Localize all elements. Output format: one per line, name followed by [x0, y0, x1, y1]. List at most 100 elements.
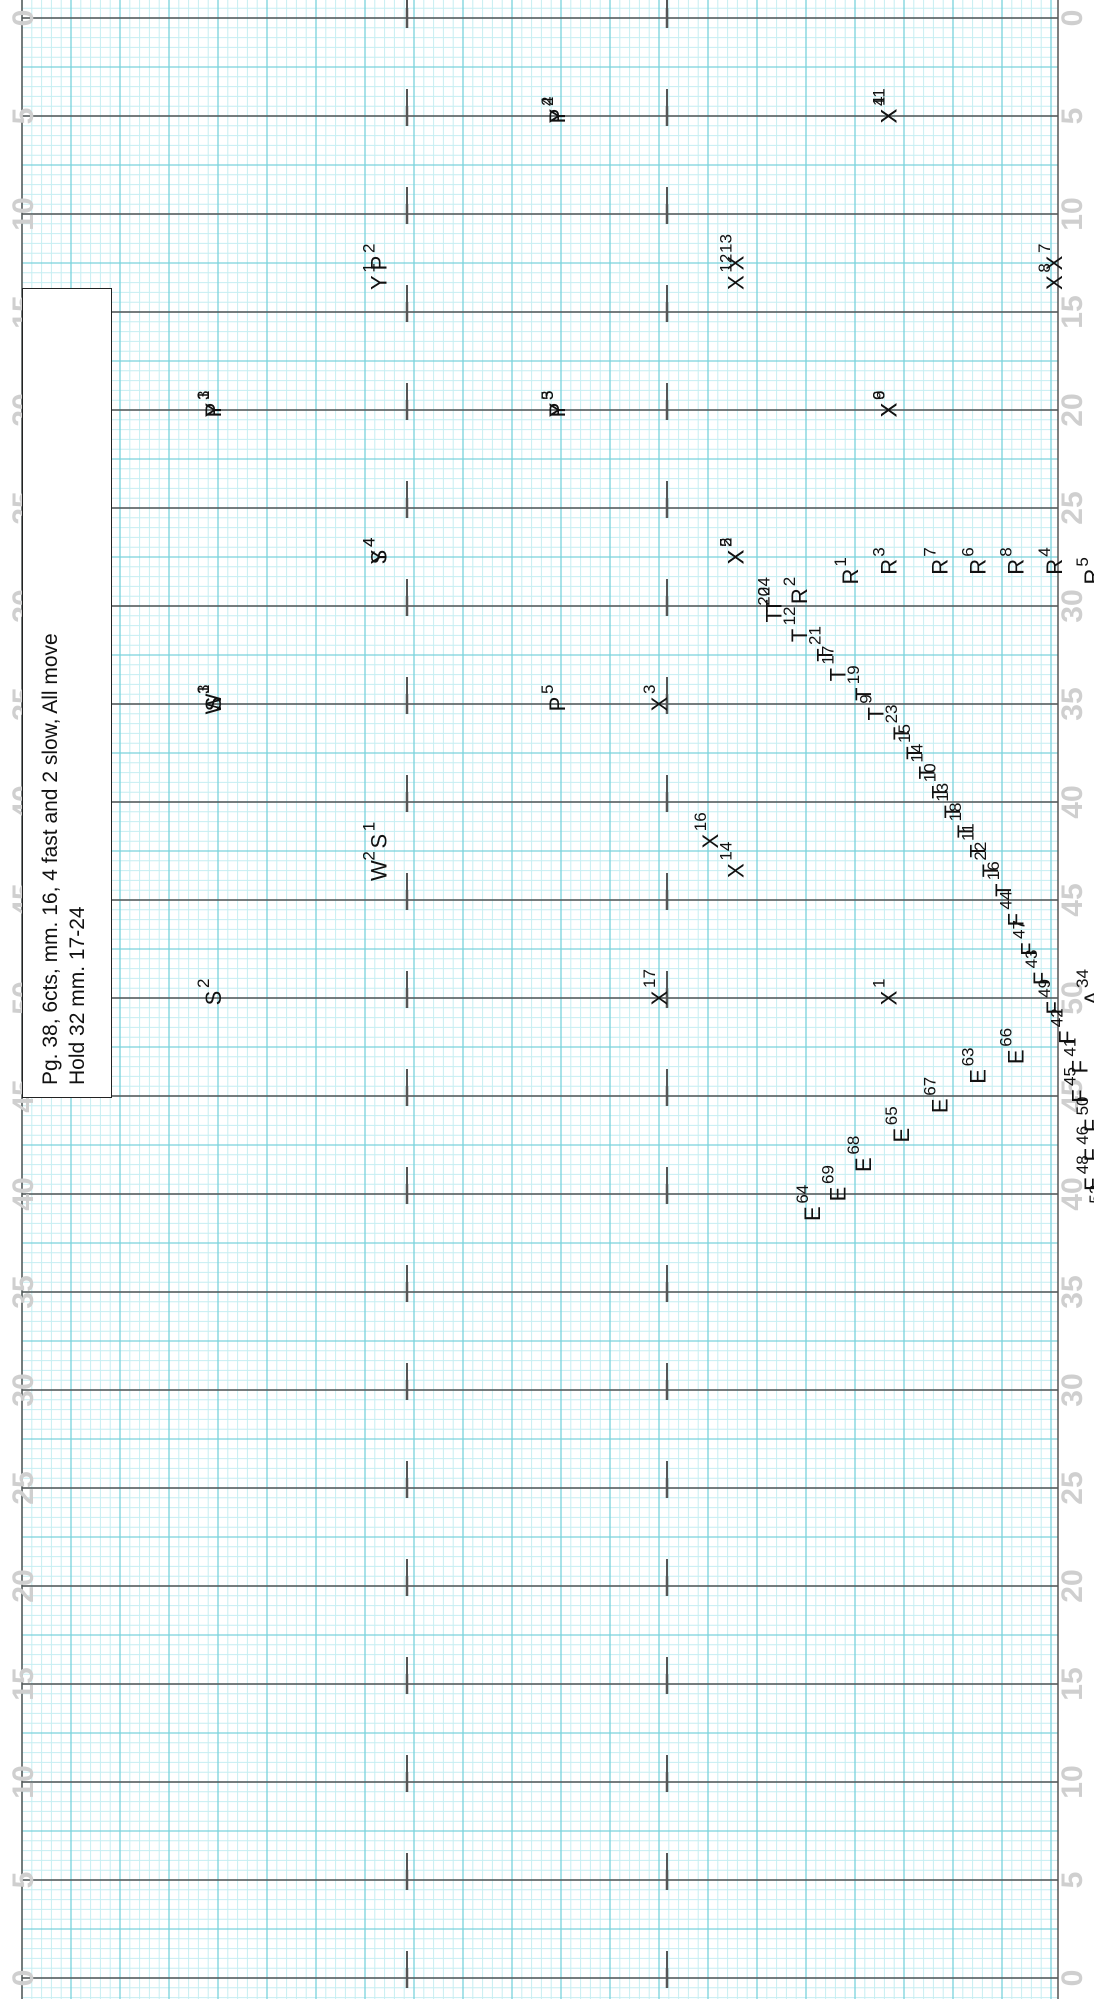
marker-X17: X 17: [640, 969, 672, 1005]
marker-symbol: E: [800, 1206, 825, 1221]
marker-number: 8: [997, 547, 1016, 556]
marker-X13: X 13: [716, 234, 748, 270]
yard-lines: [21, 0, 1059, 1999]
marker-number: 5: [538, 391, 557, 400]
marker-symbol: R: [927, 559, 952, 575]
marker-symbol: F: [1093, 1207, 1094, 1220]
marker-E65: E 65: [882, 1106, 914, 1142]
marker-symbol: T: [813, 648, 838, 661]
marker-symbol: T: [787, 629, 812, 642]
marker-symbol: F: [1055, 1030, 1080, 1043]
marker-X2: X2: [716, 538, 748, 565]
marker-number: 5: [1073, 557, 1092, 566]
marker-symbol: E: [825, 1187, 850, 1202]
marker-symbol: R: [1042, 559, 1067, 575]
marker-P3: P3: [538, 391, 570, 418]
marker-F48: F 48: [1073, 1155, 1094, 1191]
yard-label-right: 50: [1056, 981, 1089, 1014]
marker-A34: A 34: [1073, 969, 1094, 1005]
marker-number: 12: [716, 254, 735, 273]
marker-number: 21: [806, 626, 825, 645]
marker-number: 8: [1035, 263, 1054, 272]
marker-number: 17: [640, 969, 659, 988]
marker-symbol: E: [927, 1098, 952, 1113]
marker-R4: R4: [1035, 547, 1067, 574]
yard-label-left: 10: [7, 197, 40, 230]
caption-box: Pg. 38, 6cts, mm. 16, 4 fast and 2 slow,…: [22, 288, 112, 1098]
marker-number: 17: [818, 646, 837, 665]
hash-marks: [405, 0, 669, 1999]
marker-number: 2: [360, 851, 379, 860]
marker-T13: T 13: [933, 783, 965, 819]
marker-R8: R8: [997, 547, 1029, 574]
marker-symbol: X: [876, 108, 901, 123]
marker-number: 44: [997, 891, 1016, 910]
marker-symbol: X: [723, 549, 748, 564]
marker-symbol: E: [966, 1069, 991, 1084]
marker-symbol: F: [1080, 1119, 1094, 1132]
marker-symbol: X: [723, 549, 748, 564]
marker-symbol: P: [545, 697, 570, 712]
marker-symbol: F: [1029, 972, 1054, 985]
marker-number: 4: [1035, 547, 1054, 556]
marker-number: 5: [716, 538, 735, 547]
marker-W1: W1: [194, 685, 226, 715]
yard-label-right: 45: [1056, 883, 1089, 916]
marker-symbol: E: [1004, 1049, 1029, 1064]
marker-number: 2: [538, 97, 557, 106]
marker-T12: T 12: [780, 606, 812, 642]
marker-symbol: Y: [545, 108, 570, 123]
marker-symbol: W: [367, 860, 392, 881]
caption-line2: Hold 32 mm. 17-24: [66, 906, 89, 1085]
marker-symbol: S: [367, 550, 392, 565]
marker-number: 3: [869, 547, 888, 556]
marker-symbol: E: [851, 1157, 876, 1172]
marker-E69: E 69: [818, 1165, 850, 1201]
marker-R2: R2: [780, 577, 812, 604]
marker-F46: F 46: [1073, 1126, 1094, 1162]
minor-grid: [21, 0, 1058, 1999]
marker-number: 67: [920, 1077, 939, 1096]
marker-number: 65: [882, 1106, 901, 1125]
marker-symbol: S: [201, 697, 226, 712]
yard-label-right: 30: [1056, 1373, 1089, 1406]
marker-number: 1: [831, 557, 850, 566]
marker-F49: F 49: [1035, 979, 1067, 1015]
marker-number: 34: [1073, 969, 1092, 988]
marker-T18: T 18: [946, 802, 978, 838]
yard-label-right: 15: [1056, 295, 1089, 328]
marker-number: 1: [869, 979, 888, 988]
marker-Y4: Y4: [360, 538, 392, 565]
marker-number: 2: [360, 244, 379, 253]
marker-T11: T 11: [959, 823, 991, 857]
marker-R6: R6: [959, 547, 991, 574]
yard-label-left: 0: [7, 10, 40, 27]
marker-X11: X 11: [869, 88, 901, 123]
marker-R7: R7: [920, 547, 952, 574]
marker-symbol: S: [367, 834, 392, 849]
marker-symbol: X: [647, 990, 672, 1005]
marker-T21: T 21: [806, 626, 838, 662]
marker-E67: E 67: [920, 1077, 952, 1113]
marker-number: 45: [1060, 1067, 1079, 1086]
marker-number: 11: [869, 88, 888, 106]
yard-label-left: 30: [7, 1373, 40, 1406]
marker-number: 7: [920, 547, 939, 556]
yard-label-left: 25: [7, 1471, 40, 1504]
yard-label-right: 25: [1056, 1471, 1089, 1504]
marker-number: 46: [1073, 1126, 1092, 1145]
marker-T16: T 16: [984, 861, 1016, 897]
marker-number: 18: [946, 802, 965, 821]
marker-F52: F 52: [1086, 1185, 1094, 1221]
marker-symbol: R: [787, 588, 812, 604]
marker-symbol: X: [723, 863, 748, 878]
marker-number: 16: [984, 861, 1003, 880]
marker-symbol: X: [698, 834, 723, 849]
marker-symbol: Y: [367, 275, 392, 290]
marker-X4: X4: [869, 97, 901, 124]
yard-label-right: 15: [1056, 1667, 1089, 1700]
marker-symbol: T: [762, 609, 787, 622]
yard-label-left: 20: [7, 1569, 40, 1602]
marker-symbol: T: [864, 707, 889, 720]
marker-symbol: S: [201, 991, 226, 1006]
